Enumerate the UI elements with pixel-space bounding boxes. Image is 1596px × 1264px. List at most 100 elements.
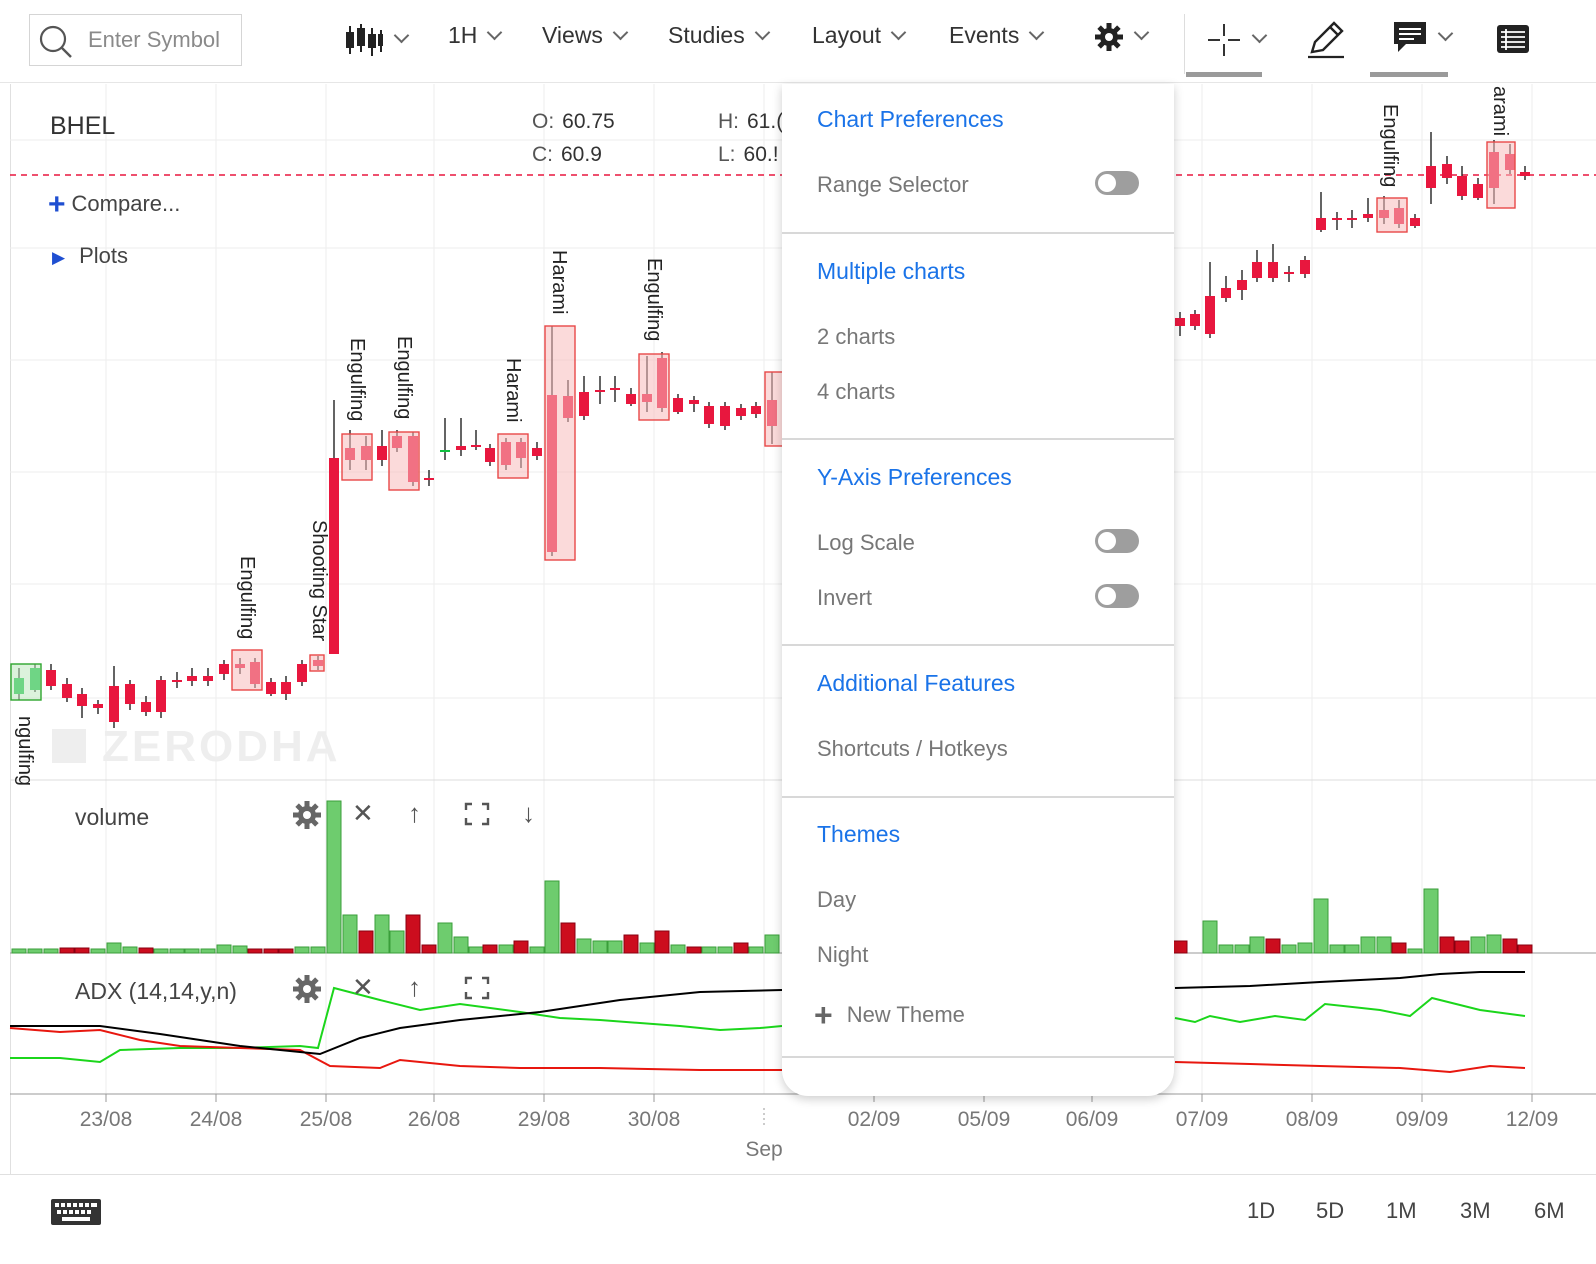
settings-dropdown[interactable] [1094, 22, 1150, 62]
plots-toggle[interactable]: ▶ Plots [52, 243, 128, 268]
candle-body [1221, 288, 1231, 298]
range-button-3m[interactable]: 3M [1460, 1198, 1491, 1223]
volume-settings-button[interactable] [292, 800, 322, 837]
volume-close-button[interactable]: ✕ [352, 798, 374, 829]
studies-menu[interactable]: Studies [668, 22, 770, 62]
keyboard-button[interactable] [50, 1198, 102, 1231]
arrow-down-icon: ↓ [522, 798, 535, 828]
candle-body [456, 446, 466, 450]
candle-body [736, 408, 746, 416]
volume-bar [90, 948, 106, 954]
range-selector-label[interactable]: Range Selector [817, 172, 969, 197]
four-charts-option[interactable]: 4 charts [817, 379, 896, 404]
range-selector-toggle[interactable] [1095, 171, 1139, 195]
candle-body [1442, 164, 1452, 178]
volume-bar [529, 946, 545, 954]
volume-panel-label: volume [75, 804, 150, 830]
adx-close-button[interactable]: ✕ [352, 972, 374, 1003]
comment-dropdown[interactable] [1392, 20, 1454, 60]
invert-toggle[interactable] [1095, 584, 1139, 608]
layout-menu[interactable]: Layout [812, 22, 907, 62]
chart-type-dropdown[interactable] [344, 22, 410, 62]
menu-divider [782, 796, 1174, 798]
shortcuts-hotkeys-option[interactable]: Shortcuts / Hotkeys [817, 736, 1008, 761]
volume-bar [437, 922, 453, 954]
candlestick-icon [346, 24, 383, 56]
volume-bar [1407, 948, 1423, 954]
candle-body [751, 406, 761, 414]
range-button-1d[interactable]: 1D [1247, 1198, 1276, 1223]
volume-bar [1391, 942, 1407, 954]
volume-move-up-button[interactable]: ↑ [408, 798, 421, 829]
volume-bar [1344, 944, 1360, 954]
multiple-charts-heading: Multiple charts [817, 258, 966, 284]
volume-bar [310, 946, 326, 954]
interval-dropdown[interactable]: 1H [448, 22, 503, 62]
ohlc-close: C: 60.9 [532, 143, 602, 166]
adx-panel-label: ADX (14,14,y,n) [75, 978, 237, 1004]
symbol-search-input[interactable] [88, 25, 233, 55]
range-button-5d[interactable]: 5D [1316, 1198, 1345, 1223]
candle-body [1252, 262, 1262, 278]
candle-body [1205, 296, 1215, 334]
candle-body [1190, 314, 1200, 326]
symbol-search-box[interactable] [29, 14, 242, 66]
close-icon: ✕ [352, 972, 374, 1002]
volume-bar [1234, 944, 1250, 954]
range-button-1m[interactable]: 1M [1386, 1198, 1417, 1223]
events-menu[interactable]: Events [949, 22, 1045, 62]
candle-body [62, 684, 72, 698]
volume-bar [1281, 944, 1297, 954]
log-scale-toggle[interactable] [1095, 529, 1139, 553]
adx-maximize-button[interactable] [464, 976, 490, 1007]
x-axis-label: 30/08 [627, 1108, 681, 1131]
invert-label[interactable]: Invert [817, 585, 873, 610]
volume-bar [1517, 944, 1533, 954]
draw-tool-button[interactable] [1306, 18, 1346, 59]
volume-bar [43, 948, 59, 954]
table-view-button[interactable] [1496, 22, 1530, 62]
crosshair-dropdown[interactable] [1206, 22, 1268, 62]
volume-bar [670, 944, 686, 954]
candle-body [485, 448, 495, 462]
volume-bar [1313, 898, 1329, 954]
crosshair-active-indicator [1186, 72, 1262, 77]
comment-active-indicator [1370, 72, 1448, 77]
day-theme-option[interactable]: Day [817, 887, 857, 912]
ohlc-high: H: 61.( [718, 110, 784, 133]
volume-bar [247, 948, 263, 954]
x-axis-label: 23/08 [79, 1108, 133, 1131]
new-theme-button[interactable]: + New Theme [814, 997, 965, 1033]
volume-bar [1265, 938, 1281, 954]
volume-bar [232, 945, 248, 954]
chart-area[interactable] [10, 84, 1596, 1174]
volume-maximize-button[interactable] [464, 802, 490, 833]
themes-heading: Themes [817, 821, 901, 847]
adx-settings-button[interactable] [292, 974, 322, 1011]
volume-bar [576, 938, 592, 954]
candle-body [579, 392, 589, 416]
volume-bar [389, 930, 405, 954]
candle-body [187, 676, 197, 681]
log-scale-label[interactable]: Log Scale [817, 530, 915, 555]
price-chart[interactable]: ngulfing Engulfing Shooting Star Engulfing E… [0, 0, 1596, 1180]
adx-move-up-button[interactable]: ↑ [408, 972, 421, 1003]
candle-body [1426, 166, 1436, 188]
candle-body [219, 664, 229, 674]
compare-button[interactable]: + Compare... [48, 188, 181, 221]
y-axis-preferences-heading: Y-Axis Preferences [817, 464, 1012, 490]
candle-body [1175, 318, 1185, 326]
volume-move-down-button[interactable]: ↓ [522, 798, 535, 829]
volume-bar [169, 948, 185, 954]
two-charts-option[interactable]: 2 charts [817, 324, 896, 349]
candle-body [156, 680, 166, 712]
x-axis-label: 07/09 [1175, 1108, 1229, 1131]
menu-divider [782, 232, 1174, 234]
night-theme-option[interactable]: Night [817, 942, 869, 967]
range-button-6m[interactable]: 6M [1534, 1198, 1565, 1223]
x-axis-month-label: Sep [745, 1138, 783, 1161]
volume-bar [748, 946, 764, 954]
comment-icon [1394, 22, 1426, 52]
views-menu[interactable]: Views [542, 22, 629, 62]
candle-body [46, 670, 56, 686]
